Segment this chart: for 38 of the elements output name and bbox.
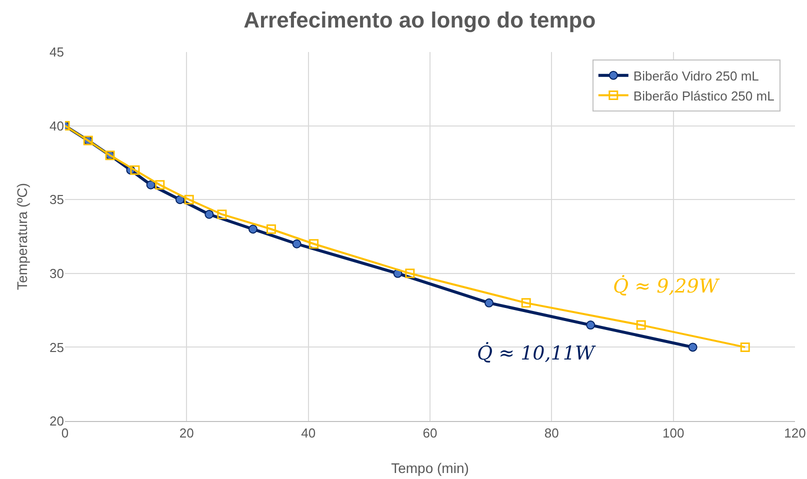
point: [484, 298, 494, 308]
point: [130, 165, 140, 175]
y-tick-label: 40: [50, 118, 64, 134]
point: [309, 239, 319, 249]
point: [266, 224, 276, 234]
chart-title: Arrefecimento ao longo do tempo: [244, 7, 596, 32]
x-tick-label: 0: [61, 426, 69, 441]
y-tick-label: 25: [50, 340, 64, 355]
annotation: Q̇ ≈ 9,29W: [613, 274, 720, 298]
x-tick-label: 20: [179, 426, 194, 441]
point: [175, 195, 184, 204]
y-tick-label: 35: [50, 192, 64, 208]
point: [740, 342, 750, 352]
y-axis-title: Temperatura (ºC): [14, 182, 30, 290]
point: [155, 180, 165, 190]
point: [405, 268, 415, 278]
point: [146, 180, 156, 190]
legend-label: Biberão Vidro 250 mL: [633, 68, 759, 84]
y-tick-label: 45: [50, 44, 64, 60]
y-tick-label: 20: [50, 414, 64, 429]
legend-label: Biberão Plástico 250 mL: [633, 88, 774, 104]
x-tick-label: 60: [422, 426, 438, 441]
x-tick-label: 40: [301, 426, 316, 441]
point: [204, 210, 214, 219]
annotation: Q̇ ≈ 10,11W: [477, 341, 596, 364]
point: [292, 239, 302, 248]
x-tick-label: 80: [544, 426, 559, 441]
point: [586, 320, 596, 330]
point: [688, 342, 698, 352]
x-axis-title: Tempo (min): [391, 460, 469, 476]
x-tick-label: 120: [784, 426, 806, 441]
point: [521, 298, 531, 308]
point: [184, 194, 194, 204]
x-tick-label: 100: [662, 426, 684, 441]
point: [217, 210, 227, 220]
y-tick-label: 30: [50, 266, 64, 281]
point: [248, 224, 258, 234]
point: [636, 320, 646, 330]
